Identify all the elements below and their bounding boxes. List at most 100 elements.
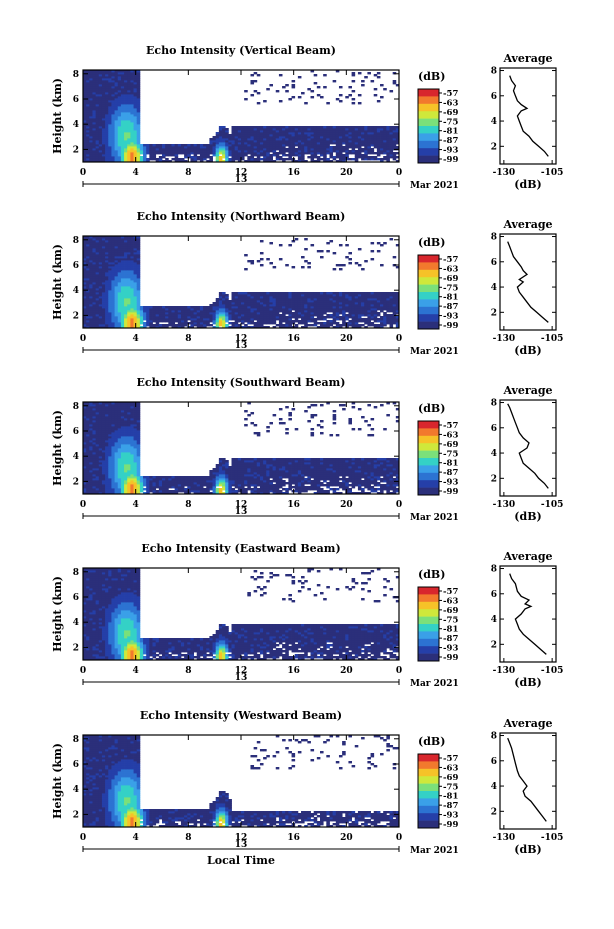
heatmap-cell xyxy=(206,150,210,153)
heatmap-cell xyxy=(364,128,368,131)
heatmap-cell xyxy=(313,148,318,151)
heatmap-cell xyxy=(108,160,112,163)
heatmap-cell xyxy=(313,150,318,153)
heatmap-cell xyxy=(307,136,311,139)
heatmap-cell xyxy=(373,94,378,97)
heatmap-cell xyxy=(117,302,122,305)
heatmap-cell xyxy=(133,248,138,251)
heatmap-cell xyxy=(136,316,141,319)
heatmap-cell xyxy=(354,302,359,305)
heatmap-cell xyxy=(86,96,90,99)
heatmap-cell xyxy=(380,136,384,139)
heatmap-cell xyxy=(155,148,160,151)
heatmap-cell xyxy=(351,148,356,151)
heatmap-cell xyxy=(187,152,191,155)
heatmap-cell xyxy=(351,326,356,329)
heatmap-cell xyxy=(130,104,134,107)
heatmap-cell xyxy=(120,292,125,295)
heatmap-cell xyxy=(380,142,384,145)
heatmap-cell xyxy=(158,152,163,155)
heatmap-cell xyxy=(297,298,302,301)
heatmap-cell xyxy=(285,150,289,153)
heatmap-cell xyxy=(95,408,100,411)
heatmap-cell xyxy=(250,154,255,157)
heatmap-cell xyxy=(389,146,394,149)
heatmap-cell xyxy=(370,310,375,313)
heatmap-cell xyxy=(120,322,125,325)
heatmap-cell xyxy=(117,74,122,77)
heatmap-cell xyxy=(275,324,280,327)
heatmap-cell xyxy=(105,434,109,437)
heatmap-cell xyxy=(130,294,134,297)
heatmap-cell xyxy=(168,320,172,323)
heatmap-cell xyxy=(184,148,188,151)
heatmap-cell xyxy=(294,126,299,129)
heatmap-cell xyxy=(114,474,119,477)
heatmap-cell xyxy=(89,76,93,79)
heatmap-cell xyxy=(215,312,220,315)
heatmap-cell xyxy=(105,72,109,75)
heatmap-cell xyxy=(124,480,128,483)
heatmap-cell xyxy=(86,432,90,435)
heatmap-cell xyxy=(316,94,321,97)
heatmap-cell xyxy=(124,270,128,273)
heatmap-cell xyxy=(231,296,236,299)
heatmap-cell xyxy=(111,98,115,101)
heatmap-cell xyxy=(380,144,384,147)
heatmap-cell xyxy=(98,446,103,449)
heatmap-cell xyxy=(323,318,327,321)
heatmap-cell xyxy=(320,316,324,319)
heatmap-cell xyxy=(193,154,198,157)
heatmap-cell xyxy=(83,414,87,417)
heatmap-cell xyxy=(120,310,125,313)
heatmap-cell xyxy=(89,104,93,107)
heatmap-cell xyxy=(244,318,248,321)
heatmap-cell xyxy=(117,284,122,287)
heatmap-cell xyxy=(310,148,315,151)
heatmap-cell xyxy=(152,324,157,327)
heatmap-cell xyxy=(111,302,115,305)
heatmap-cell xyxy=(124,290,128,293)
heatmap-cell xyxy=(83,128,87,131)
heatmap-cell xyxy=(383,126,387,129)
heatmap-cell xyxy=(130,250,134,253)
heatmap-cell xyxy=(111,492,115,495)
heatmap-cell xyxy=(291,126,296,129)
heatmap-cell xyxy=(108,136,112,139)
heatmap-cell xyxy=(162,326,166,329)
heatmap-cell xyxy=(269,136,273,139)
heatmap-cell xyxy=(92,78,97,81)
heatmap-cell xyxy=(117,402,122,405)
heatmap-cell xyxy=(275,308,280,311)
heatmap-cell xyxy=(124,100,128,103)
heatmap-cell xyxy=(101,130,106,133)
heatmap-cell xyxy=(386,292,390,295)
heatmap-cell xyxy=(332,126,337,129)
heatmap-cell xyxy=(95,436,100,439)
profile-x-tick-label: -130 xyxy=(493,168,516,178)
heatmap-cell xyxy=(380,140,384,143)
heatmap-cell xyxy=(218,158,223,161)
heatmap-cell xyxy=(108,242,112,245)
heatmap-cell xyxy=(92,146,97,149)
heatmap-cell xyxy=(297,154,302,157)
colorbar-label: -87 xyxy=(443,302,458,312)
heatmap-cell xyxy=(89,302,93,305)
heatmap-cell xyxy=(380,84,384,87)
heatmap-cell xyxy=(395,310,400,313)
heatmap-cell xyxy=(127,276,131,279)
heatmap-cell xyxy=(89,130,93,133)
y-tick-label: 6 xyxy=(73,95,79,105)
heatmap-cell xyxy=(320,136,324,139)
heatmap-cell xyxy=(259,140,264,143)
heatmap-cell xyxy=(130,304,134,307)
heatmap-cell xyxy=(98,262,103,265)
heatmap-cell xyxy=(222,152,226,155)
heatmap-cell xyxy=(332,310,337,313)
heatmap-cell xyxy=(114,132,119,135)
heatmap-cell xyxy=(177,324,182,327)
heatmap-cell xyxy=(392,126,397,129)
heatmap-cell xyxy=(130,124,134,127)
heatmap-cell xyxy=(111,462,115,465)
heatmap-cell xyxy=(105,78,109,81)
